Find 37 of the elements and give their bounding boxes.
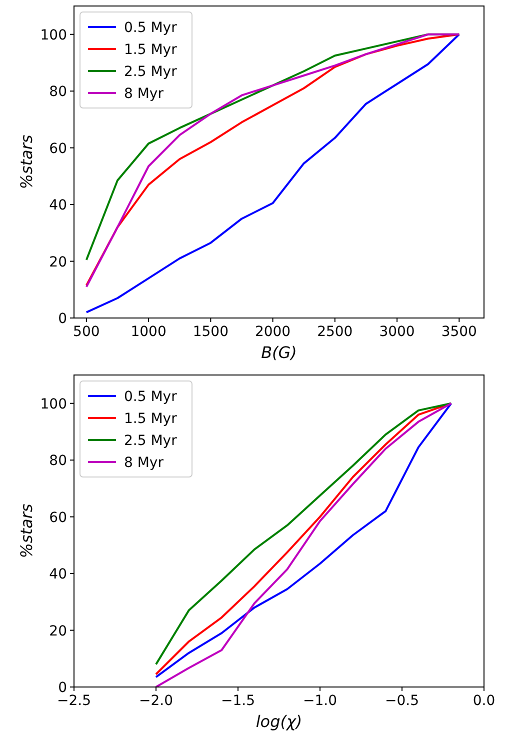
- x-tick-label: 500: [73, 324, 100, 340]
- legend-label: 0.5 Myr: [124, 389, 178, 405]
- legend-label: 1.5 Myr: [124, 411, 178, 427]
- x-tick-label: −2.5: [57, 693, 91, 709]
- y-tick-label: 60: [49, 510, 67, 526]
- legend-label: 2.5 Myr: [124, 433, 178, 449]
- x-tick-label: 1500: [192, 324, 228, 340]
- y-axis-title: %stars: [17, 134, 36, 190]
- y-tick-label: 80: [49, 453, 67, 470]
- x-tick-label: −0.5: [385, 693, 419, 709]
- y-tick-label: 80: [49, 84, 67, 100]
- x-tick-label: −2.0: [139, 693, 173, 709]
- x-tick-label: −1.5: [221, 693, 255, 709]
- x-tick-label: 3000: [379, 324, 415, 340]
- legend-label: 2.5 Myr: [124, 64, 178, 80]
- y-tick-label: 40: [49, 566, 67, 583]
- legend-label: 8 Myr: [124, 86, 164, 102]
- x-tick-label: 3500: [441, 324, 477, 340]
- y-tick-label: 40: [49, 198, 67, 214]
- y-tick-label: 100: [40, 27, 67, 44]
- x-tick-label: −1.0: [303, 693, 337, 709]
- y-tick-label: 60: [49, 140, 67, 157]
- x-axis-title: B(G): [261, 343, 297, 362]
- x-tick-label: 2500: [317, 324, 353, 340]
- legend-label: 8 Myr: [124, 455, 164, 471]
- x-axis-title: log(χ): [256, 712, 302, 731]
- x-tick-label: 2000: [254, 324, 291, 340]
- legend-label: 0.5 Myr: [124, 20, 178, 36]
- x-tick-label: 1000: [130, 324, 166, 340]
- y-tick-label: 0: [58, 311, 67, 327]
- y-axis-title: %stars: [17, 504, 36, 558]
- y-tick-label: 0: [58, 680, 67, 696]
- x-tick-label: 0.0: [472, 693, 496, 709]
- y-tick-label: 20: [49, 623, 67, 640]
- y-tick-label: 100: [40, 396, 67, 412]
- legend-label: 1.5 Myr: [124, 42, 178, 58]
- y-tick-label: 20: [49, 254, 67, 270]
